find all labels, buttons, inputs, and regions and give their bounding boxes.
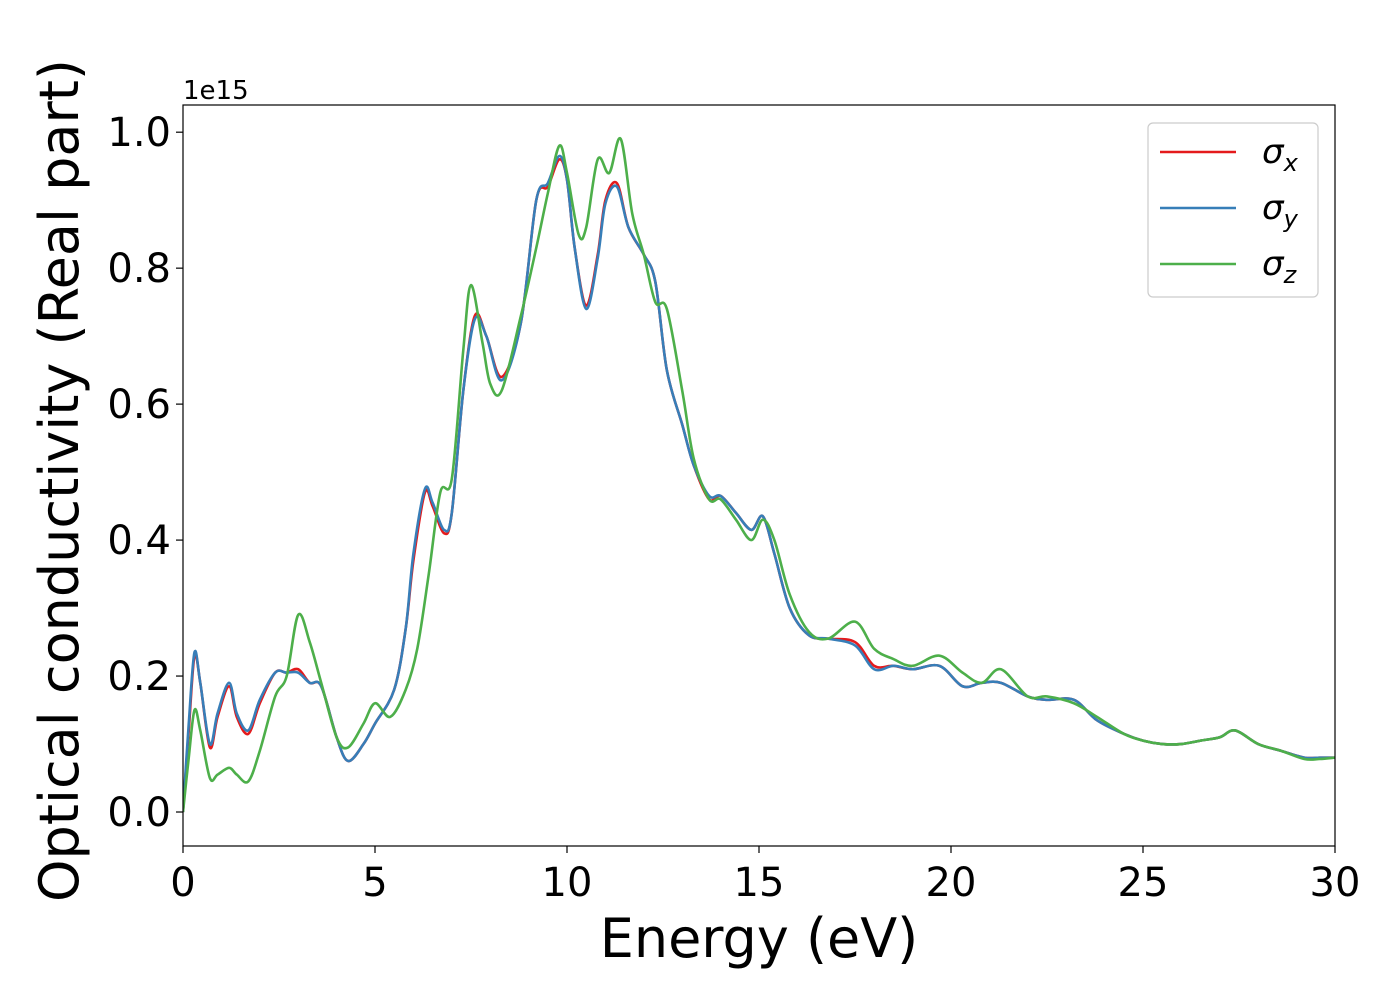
x-tick-label: 0 <box>170 860 195 906</box>
legend-box <box>1147 122 1319 298</box>
y-tick-label: 0.6 <box>107 382 171 428</box>
series-line-y <box>183 154 1335 813</box>
legend-label-y: σy <box>1262 188 1299 233</box>
y-tick-label: 0.0 <box>107 790 171 836</box>
y-tick-label: 0.2 <box>107 654 171 700</box>
y-tick-label: 0.4 <box>107 518 171 564</box>
series-line-z <box>183 137 1335 813</box>
legend: σx σy σz <box>1147 122 1319 298</box>
x-tick-label: 15 <box>734 860 785 906</box>
x-tick-label: 10 <box>542 860 593 906</box>
y-tick-label: 1.0 <box>107 110 171 156</box>
y-axis: 0.0 0.2 0.4 0.6 0.8 1.0 <box>107 110 183 836</box>
plot-lines <box>183 137 1335 813</box>
legend-label-x: σx <box>1262 132 1299 177</box>
x-axis: 0 5 10 15 20 25 30 <box>170 846 1360 906</box>
x-axis-title: Energy (eV) <box>600 907 919 970</box>
y-axis-title: Optical conductivity (Real part) <box>28 59 91 902</box>
y-offset-text: 1e15 <box>183 76 249 106</box>
x-tick-label: 25 <box>1118 860 1169 906</box>
x-tick-label: 20 <box>926 860 977 906</box>
y-tick-label: 0.8 <box>107 246 171 292</box>
legend-label-z: σz <box>1262 244 1298 289</box>
x-tick-label: 30 <box>1310 860 1361 906</box>
x-tick-label: 5 <box>362 860 387 906</box>
